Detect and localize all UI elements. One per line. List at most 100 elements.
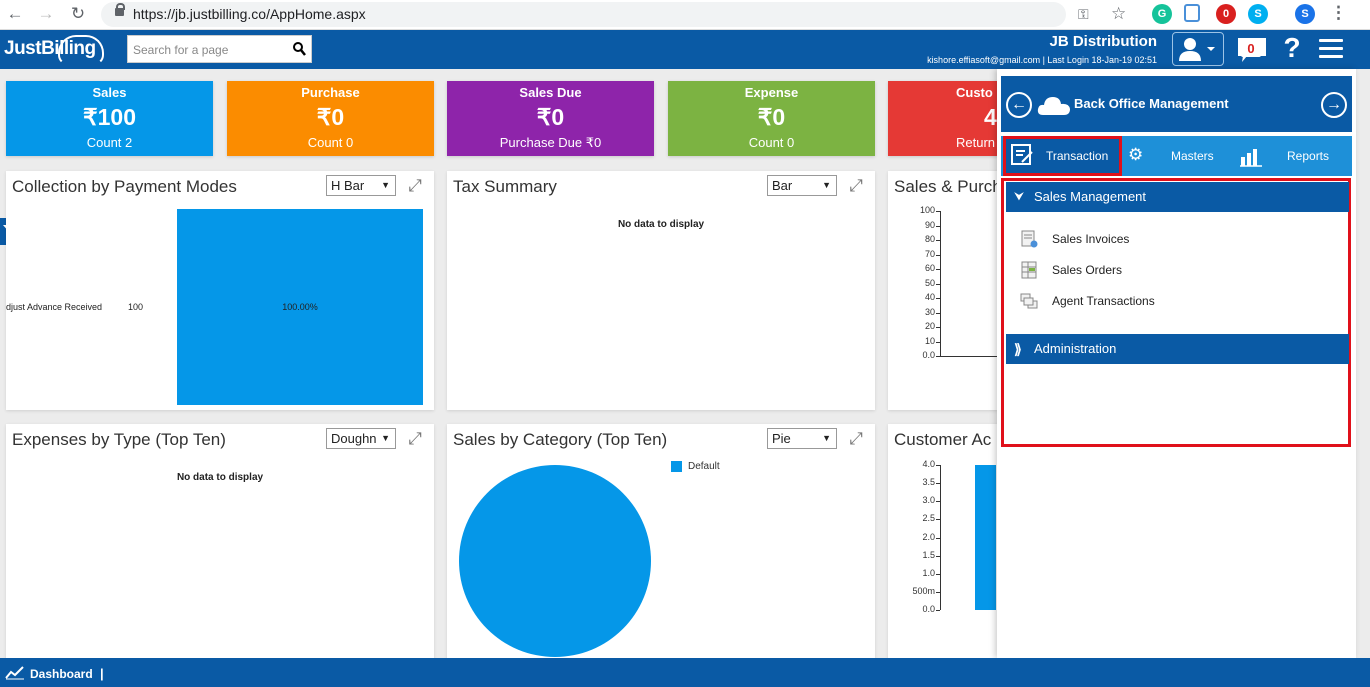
y-tick-label: 2.5 bbox=[922, 513, 935, 524]
y-tick-mark bbox=[936, 610, 940, 611]
dashboard-link[interactable]: Dashboard bbox=[30, 667, 93, 681]
y-tick-mark bbox=[936, 283, 940, 285]
y-tick-label: 90 bbox=[924, 219, 935, 230]
y-tick-label: 40 bbox=[924, 292, 935, 302]
grammarly-extension-icon[interactable]: G bbox=[1152, 4, 1172, 24]
pie-slice[interactable] bbox=[459, 465, 651, 657]
y-axis-line bbox=[940, 465, 941, 610]
x-axis-line bbox=[940, 356, 998, 357]
user-menu-button[interactable] bbox=[1172, 32, 1224, 66]
tab-masters[interactable]: Masters bbox=[1171, 149, 1214, 163]
forward-arrow-icon[interactable]: → bbox=[37, 4, 55, 23]
lock-icon bbox=[115, 3, 125, 16]
expenses-by-type-panel: Expenses by Type (Top Ten) Doughn ⤢ No d… bbox=[6, 424, 434, 664]
logo-cloud-shape bbox=[58, 35, 104, 65]
transactions-icon bbox=[1020, 293, 1038, 309]
browser-toolbar: ← → ↻ https://jb.justbilling.co/AppHome.… bbox=[0, 0, 1370, 30]
panel-title: Sales by Category (Top Ten) bbox=[453, 430, 668, 449]
customer-bar[interactable] bbox=[975, 465, 996, 610]
y-tick-label: 1.0 bbox=[922, 567, 935, 578]
collection-bar[interactable]: 100.00% bbox=[177, 209, 423, 405]
opera-extension-icon[interactable]: 0 bbox=[1216, 4, 1236, 24]
tab-transaction[interactable]: Transaction bbox=[1003, 136, 1122, 176]
back-office-side-panel: ← Back Office Management → Transaction ⚙… bbox=[997, 69, 1356, 658]
user-info: kishore.effiasoft@gmail.com | Last Login… bbox=[927, 55, 1157, 65]
skype-extension-icon[interactable]: S bbox=[1248, 4, 1268, 24]
page-extension-icon[interactable] bbox=[1184, 4, 1200, 22]
browser-menu-icon[interactable]: ⋮ bbox=[1330, 3, 1347, 22]
company-name: JB Distribution bbox=[1049, 33, 1158, 50]
menu-item-label: Sales Invoices bbox=[1052, 232, 1130, 246]
panel-title: Tax Summary bbox=[453, 177, 557, 196]
kpi-value: ₹0 bbox=[536, 104, 565, 130]
legend-label[interactable]: Default bbox=[688, 461, 720, 472]
forward-arrow-icon[interactable]: → bbox=[1321, 92, 1347, 118]
address-bar[interactable]: https://jb.justbilling.co/AppHome.aspx ⚿… bbox=[101, 2, 1126, 27]
kpi-sales-card[interactable]: Sales ₹100 Count 2 bbox=[6, 81, 213, 156]
chart-type-select[interactable]: H Bar bbox=[326, 175, 396, 196]
star-icon[interactable]: ☆ bbox=[1111, 4, 1127, 23]
sales-management-section[interactable]: ⮟ Sales Management bbox=[1006, 182, 1349, 212]
expand-icon[interactable]: ⤢ bbox=[849, 176, 863, 195]
expand-icon[interactable]: ⤢ bbox=[408, 176, 422, 195]
y-tick-mark bbox=[936, 519, 940, 521]
search-icon[interactable] bbox=[292, 41, 306, 57]
notification-count-badge: 0 bbox=[1241, 40, 1261, 57]
sales-purchase-panel: Sales & Purch 100 90 80 70 60 50 40 30 20 10 0.0 bbox=[888, 171, 998, 410]
reload-icon[interactable]: ↻ bbox=[70, 4, 86, 23]
chart-type-select[interactable]: Pie bbox=[767, 428, 837, 449]
y-tick-label: 4.0 bbox=[922, 459, 935, 469]
logo[interactable]: JustBilling bbox=[4, 38, 96, 59]
notifications-button[interactable]: 0 bbox=[1237, 37, 1267, 63]
kpi-subtext: Return bbox=[956, 135, 996, 150]
panel-title: Collection by Payment Modes bbox=[12, 177, 237, 196]
tab-reports[interactable]: Reports bbox=[1287, 149, 1330, 163]
url-text: https://jb.justbilling.co/AppHome.aspx bbox=[133, 6, 366, 22]
y-tick-mark bbox=[936, 225, 940, 227]
kpi-title: Custo bbox=[956, 85, 993, 100]
kpi-sales-due-card[interactable]: Sales Due ₹0 Purchase Due ₹0 bbox=[447, 81, 654, 156]
expand-icon[interactable]: ⤢ bbox=[408, 429, 422, 448]
sales-by-category-panel: Sales by Category (Top Ten) Pie ⤢ Defaul… bbox=[447, 424, 875, 664]
chart-type-select[interactable]: Bar bbox=[767, 175, 837, 196]
y-tick-mark bbox=[936, 341, 940, 343]
y-tick-label: 2.0 bbox=[922, 531, 935, 542]
panel-title: Sales & Purch bbox=[894, 177, 998, 196]
y-tick-mark bbox=[936, 573, 940, 575]
kpi-value: ₹0 bbox=[757, 104, 786, 130]
administration-section[interactable]: ⟫ Administration bbox=[1006, 334, 1349, 364]
back-arrow-icon[interactable]: ← bbox=[1006, 92, 1032, 118]
y-tick-mark bbox=[936, 254, 940, 256]
back-office-title: Back Office Management bbox=[1074, 96, 1229, 111]
y-tick-label: 80 bbox=[924, 234, 935, 244]
category-label: Adjust Advance Received bbox=[6, 302, 103, 312]
y-tick-mark bbox=[936, 211, 940, 212]
kpi-subtext: Purchase Due ₹0 bbox=[499, 135, 602, 150]
chart-type-select[interactable]: Doughn bbox=[326, 428, 396, 449]
section-label: Administration bbox=[1034, 341, 1117, 356]
y-tick-mark bbox=[936, 298, 940, 299]
search-input[interactable] bbox=[131, 41, 286, 59]
hamburger-menu-icon[interactable] bbox=[1319, 39, 1343, 59]
legend-swatch bbox=[671, 461, 682, 472]
expand-icon[interactable]: ⤢ bbox=[849, 429, 863, 448]
kpi-subtext: Count 0 bbox=[307, 135, 354, 150]
page-search[interactable] bbox=[127, 35, 312, 63]
kpi-title: Sales Due bbox=[519, 85, 582, 100]
y-tick-mark bbox=[936, 483, 940, 485]
key-icon[interactable]: ⚿ bbox=[1078, 6, 1089, 22]
profile-avatar[interactable]: S bbox=[1295, 4, 1315, 24]
y-tick-label: 0.0 bbox=[922, 350, 935, 360]
user-avatar-icon bbox=[1179, 38, 1215, 61]
no-data-message: No data to display bbox=[176, 472, 264, 483]
kpi-expense-card[interactable]: Expense ₹0 Count 0 bbox=[668, 81, 875, 156]
dashboard-chart-icon bbox=[5, 666, 24, 680]
chevron-down-icon: ⮟ bbox=[1014, 189, 1025, 203]
help-icon[interactable]: ? bbox=[1283, 32, 1301, 63]
kpi-title: Sales bbox=[92, 85, 127, 100]
kpi-value: ₹100 bbox=[82, 104, 136, 130]
y-tick-label: 50 bbox=[924, 277, 935, 288]
back-arrow-icon[interactable]: ← bbox=[6, 4, 24, 23]
kpi-subtext: Count 0 bbox=[748, 135, 795, 150]
kpi-purchase-card[interactable]: Purchase ₹0 Count 0 bbox=[227, 81, 434, 156]
